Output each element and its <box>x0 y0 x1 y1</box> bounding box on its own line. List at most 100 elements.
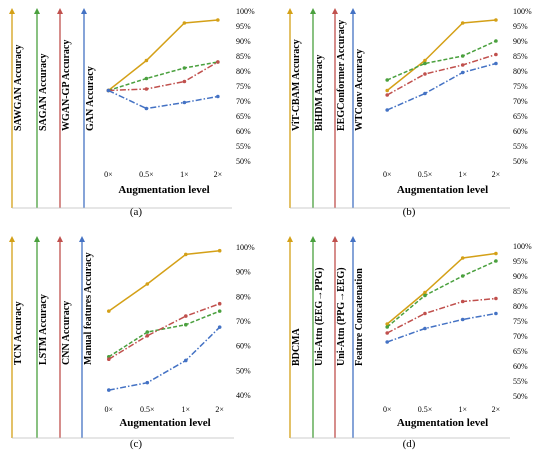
panel-c-series-line-0 <box>108 249 220 312</box>
panel-d-series-1-point-0 <box>385 325 390 329</box>
panel-b-ytick-label-8: 90% <box>513 37 528 46</box>
panel-b-ytick-label-1: 55% <box>513 142 528 151</box>
panel-d-label: (d) <box>403 438 416 450</box>
panel-b-series-line-2 <box>386 53 497 96</box>
panel-b-series-1-point-1 <box>423 61 427 66</box>
panel-a-series-0-point-2 <box>182 21 187 25</box>
panel-d-ytick-label-9: 95% <box>513 257 528 266</box>
panel-b-legend-label-2: EEGConformer Accuracy <box>336 20 347 131</box>
panel-b-series-line-0 <box>386 19 496 92</box>
panel-d-xtick-label-0: 0× <box>383 405 392 414</box>
panel-a-series-2-point-3 <box>216 60 220 64</box>
panel-b-series-3-point-1 <box>423 91 427 96</box>
panel-a-legend-label-1: SAGAN Accuracy <box>38 54 49 132</box>
panel-c-series-1-point-3 <box>217 309 222 313</box>
panel-b-ytick-label-3: 65% <box>513 112 528 121</box>
panel-a-series-2-point-2 <box>182 79 187 84</box>
panel-d-series-1-point-1 <box>423 293 427 298</box>
panel-d-legend-arrow-3 <box>350 236 356 242</box>
panel-d-series-3-point-2 <box>460 317 465 322</box>
panel-b-series-0-point-0 <box>385 88 390 93</box>
panel-a-series-line-0 <box>107 19 218 92</box>
panel-c-legend-arrow-1 <box>34 236 40 242</box>
panel-b-ytick-label-10: 100% <box>513 7 532 16</box>
panel-a-ytick-label-5: 75% <box>236 82 251 91</box>
panel-a-ytick-label-4: 70% <box>236 97 251 106</box>
panel-a-series-0-point-3 <box>216 18 220 22</box>
panel-d-xtick-label-2: 1× <box>458 405 467 414</box>
panel-c-legend-arrow-3 <box>79 236 85 242</box>
panel-b-xtick-label-3: 2× <box>492 170 501 179</box>
panel-a-series-3-point-3 <box>216 94 220 99</box>
panel-d-series-0-point-1 <box>423 290 427 295</box>
panel-d-series-3-point-0 <box>385 340 390 344</box>
panel-c-ytick-label-6: 100% <box>236 243 255 252</box>
panel-c-series-0-point-1 <box>145 282 150 286</box>
panel-b-series-3-point-2 <box>460 70 465 75</box>
panel-d-legend-arrow-1 <box>310 236 316 242</box>
panel-d-series-line-3 <box>386 312 497 343</box>
panel-c-legend-label-1: LSTM Accuracy <box>38 294 49 365</box>
panel-a-ytick-label-9: 95% <box>236 22 251 31</box>
panel-c-series-3-point-3 <box>217 325 222 329</box>
panel-a-series-0-point-1 <box>144 58 149 63</box>
panel-b-series-2-point-0 <box>385 93 390 97</box>
panel-a-series-1-point-2 <box>182 66 187 70</box>
panel-d-series-1-point-2 <box>460 274 465 278</box>
panel-a-series-3-point-2 <box>182 100 187 105</box>
panel-a-series-line-1 <box>108 61 218 92</box>
panel-d-series-2-point-1 <box>423 311 427 316</box>
panel-b-legend-arrow-3 <box>350 8 356 14</box>
panel-a-ytick-label-3: 65% <box>236 112 251 121</box>
panel-b-legend-arrow-2 <box>332 8 338 14</box>
panel-c-label: (c) <box>130 438 143 450</box>
panel-d-ytick-label-7: 85% <box>513 287 528 296</box>
panel-a-xtick-label-2: 1× <box>180 170 189 179</box>
panel-d-ytick-label-3: 65% <box>513 347 528 356</box>
panel-a-legend-label-0: SAWGAN Accuracy <box>13 45 24 131</box>
panel-b-series-2-point-1 <box>423 72 427 76</box>
panel-b-ytick-label-9: 95% <box>513 22 528 31</box>
panel-d-series-line-0 <box>386 252 497 325</box>
panel-b-series-line-3 <box>386 62 497 111</box>
panel-a-ytick-label-2: 60% <box>236 127 251 136</box>
panel-a-series-2-point-1 <box>144 87 149 91</box>
panel-a-ytick-label-1: 55% <box>236 142 251 151</box>
panel-c-xtick-label-0: 0× <box>105 405 114 414</box>
panel-d-series-2-point-2 <box>460 299 465 304</box>
panel-c-series-0-point-2 <box>184 252 188 257</box>
panel-d-series-1-point-3 <box>494 259 498 263</box>
panel-a-ytick-label-7: 85% <box>236 52 251 61</box>
panel-c-series-line-2 <box>108 302 220 360</box>
panel-c-series-3-point-2 <box>184 358 188 363</box>
panel-c-legend-label-3: Manual features Accuracy <box>83 252 94 365</box>
panel-c-legend-label-2: CNN Accuracy <box>61 301 72 365</box>
panel-b-series-0-point-3 <box>494 18 498 22</box>
panel-d-series-line-1 <box>386 260 497 328</box>
panel-b-ytick-label-4: 70% <box>513 97 528 106</box>
panel-a-ytick-label-6: 80% <box>236 67 251 76</box>
panel-c-ytick-label-5: 90% <box>236 268 251 277</box>
panel-b-xtick-label-1: 0.5× <box>418 170 433 179</box>
panel-c-series-0-point-3 <box>217 248 222 253</box>
panel-a-x-axis-title: Augmentation level <box>118 184 209 196</box>
panel-b-ytick-label-2: 60% <box>513 127 528 136</box>
panel-a-legend-label-3: GAN Accuracy <box>85 66 96 131</box>
panel-d-series-2-point-3 <box>494 296 498 301</box>
panel-d-ytick-label-1: 55% <box>513 377 528 386</box>
panel-c-series-2-point-2 <box>184 314 188 318</box>
panel-a-legend-arrow-0 <box>9 8 15 14</box>
panel-b-series-1-point-3 <box>494 39 498 43</box>
panel-d-legend-label-0: BDCMA <box>291 327 302 366</box>
panel-d-x-axis-title: Augmentation level <box>397 417 488 429</box>
panel-b-x-axis-title: Augmentation level <box>397 184 488 196</box>
panel-d-xtick-label-3: 2× <box>492 405 501 414</box>
panel-b-ytick-label-7: 85% <box>513 52 528 61</box>
panel-c-series-1-point-2 <box>184 322 188 327</box>
panel-c-ytick-label-0: 40% <box>236 391 251 400</box>
panel-b-legend-label-0: ViT-CBAM Accuracy <box>291 39 302 131</box>
panel-c-legend-arrow-0 <box>9 236 15 242</box>
panel-d-ytick-label-0: 50% <box>513 392 528 401</box>
panel-d-legend-label-2: Uni-Attn (PPG→EEG) <box>336 267 347 366</box>
